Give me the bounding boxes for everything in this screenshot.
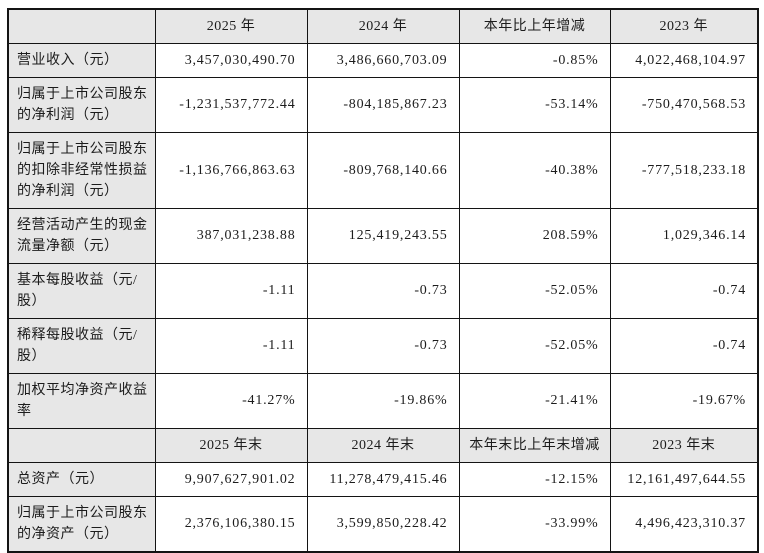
cell-2024: -19.86% <box>306 372 460 429</box>
cell-2025: 387,031,238.88 <box>154 207 308 264</box>
cell-change: -21.41% <box>458 372 611 429</box>
cell-2023: -19.67% <box>609 372 759 429</box>
table-row-operating-cash-flow: 经营活动产生的现金流量净额（元） 387,031,238.88 125,419,… <box>7 207 759 264</box>
row-label: 经营活动产生的现金流量净额（元） <box>7 207 156 264</box>
cell-2024: -804,185,867.23 <box>306 76 460 133</box>
row-label: 总资产（元） <box>7 461 156 497</box>
cell-2025: 9,907,627,901.02 <box>154 461 308 497</box>
row-label: 归属于上市公司股东的净利润（元） <box>7 76 156 133</box>
table-row-net-profit-excl-nonrecurring: 归属于上市公司股东的扣除非经常性损益的净利润（元） -1,136,766,863… <box>7 131 759 209</box>
cell-change: -40.38% <box>458 131 611 209</box>
cell-2024: 3,599,850,228.42 <box>306 495 460 552</box>
cell-change: -52.05% <box>458 262 611 319</box>
cell-2023: 1,029,346.14 <box>609 207 759 264</box>
header-cell-2024-end: 2024 年末 <box>306 427 460 463</box>
cell-2024: 11,278,479,415.46 <box>306 461 460 497</box>
cell-2024: 125,419,243.55 <box>306 207 460 264</box>
financial-summary-table: 2025 年 2024 年 本年比上年增减 2023 年 营业收入（元） 3,4… <box>7 8 759 553</box>
header-cell-empty <box>7 427 156 463</box>
row-label: 稀释每股收益（元/股） <box>7 317 156 374</box>
table-header-row-year: 2025 年 2024 年 本年比上年增减 2023 年 <box>7 8 759 44</box>
row-label: 加权平均净资产收益率 <box>7 372 156 429</box>
table-row-total-assets: 总资产（元） 9,907,627,901.02 11,278,479,415.4… <box>7 461 759 497</box>
cell-2024: -809,768,140.66 <box>306 131 460 209</box>
cell-change: -33.99% <box>458 495 611 552</box>
header-cell-2025-end: 2025 年末 <box>154 427 308 463</box>
cell-2023: 4,022,468,104.97 <box>609 42 759 78</box>
header-cell-change: 本年比上年增减 <box>458 8 611 44</box>
cell-2023: 12,161,497,644.55 <box>609 461 759 497</box>
cell-change: -12.15% <box>458 461 611 497</box>
document-page: 2025 年 2024 年 本年比上年增减 2023 年 营业收入（元） 3,4… <box>7 8 759 553</box>
cell-2025: -1,136,766,863.63 <box>154 131 308 209</box>
table-header-row-yearend: 2025 年末 2024 年末 本年末比上年末增减 2023 年末 <box>7 427 759 463</box>
row-label: 归属于上市公司股东的净资产（元） <box>7 495 156 552</box>
cell-change: -53.14% <box>458 76 611 133</box>
cell-2025: 3,457,030,490.70 <box>154 42 308 78</box>
header-cell-2024: 2024 年 <box>306 8 460 44</box>
cell-2023: -777,518,233.18 <box>609 131 759 209</box>
header-cell-2023: 2023 年 <box>609 8 759 44</box>
cell-change: 208.59% <box>458 207 611 264</box>
cell-2023: -0.74 <box>609 262 759 319</box>
cell-2024: -0.73 <box>306 262 460 319</box>
cell-change: -0.85% <box>458 42 611 78</box>
cell-2023: -750,470,568.53 <box>609 76 759 133</box>
row-label: 归属于上市公司股东的扣除非经常性损益的净利润（元） <box>7 131 156 209</box>
cell-2025: -1.11 <box>154 262 308 319</box>
cell-2023: -0.74 <box>609 317 759 374</box>
cell-2024: 3,486,660,703.09 <box>306 42 460 78</box>
cell-2025: -1.11 <box>154 317 308 374</box>
header-cell-change-end: 本年末比上年末增减 <box>458 427 611 463</box>
cell-2025: -41.27% <box>154 372 308 429</box>
row-label: 营业收入（元） <box>7 42 156 78</box>
cell-2023: 4,496,423,310.37 <box>609 495 759 552</box>
table-row-basic-eps: 基本每股收益（元/股） -1.11 -0.73 -52.05% -0.74 <box>7 262 759 319</box>
table-row-weighted-avg-roe: 加权平均净资产收益率 -41.27% -19.86% -21.41% -19.6… <box>7 372 759 429</box>
cell-change: -52.05% <box>458 317 611 374</box>
header-cell-2025: 2025 年 <box>154 8 308 44</box>
table-row-net-profit: 归属于上市公司股东的净利润（元） -1,231,537,772.44 -804,… <box>7 76 759 133</box>
table-row-revenue: 营业收入（元） 3,457,030,490.70 3,486,660,703.0… <box>7 42 759 78</box>
header-cell-empty <box>7 8 156 44</box>
table-row-diluted-eps: 稀释每股收益（元/股） -1.11 -0.73 -52.05% -0.74 <box>7 317 759 374</box>
cell-2024: -0.73 <box>306 317 460 374</box>
header-cell-2023-end: 2023 年末 <box>609 427 759 463</box>
cell-2025: 2,376,106,380.15 <box>154 495 308 552</box>
cell-2025: -1,231,537,772.44 <box>154 76 308 133</box>
table-row-net-assets: 归属于上市公司股东的净资产（元） 2,376,106,380.15 3,599,… <box>7 495 759 552</box>
row-label: 基本每股收益（元/股） <box>7 262 156 319</box>
